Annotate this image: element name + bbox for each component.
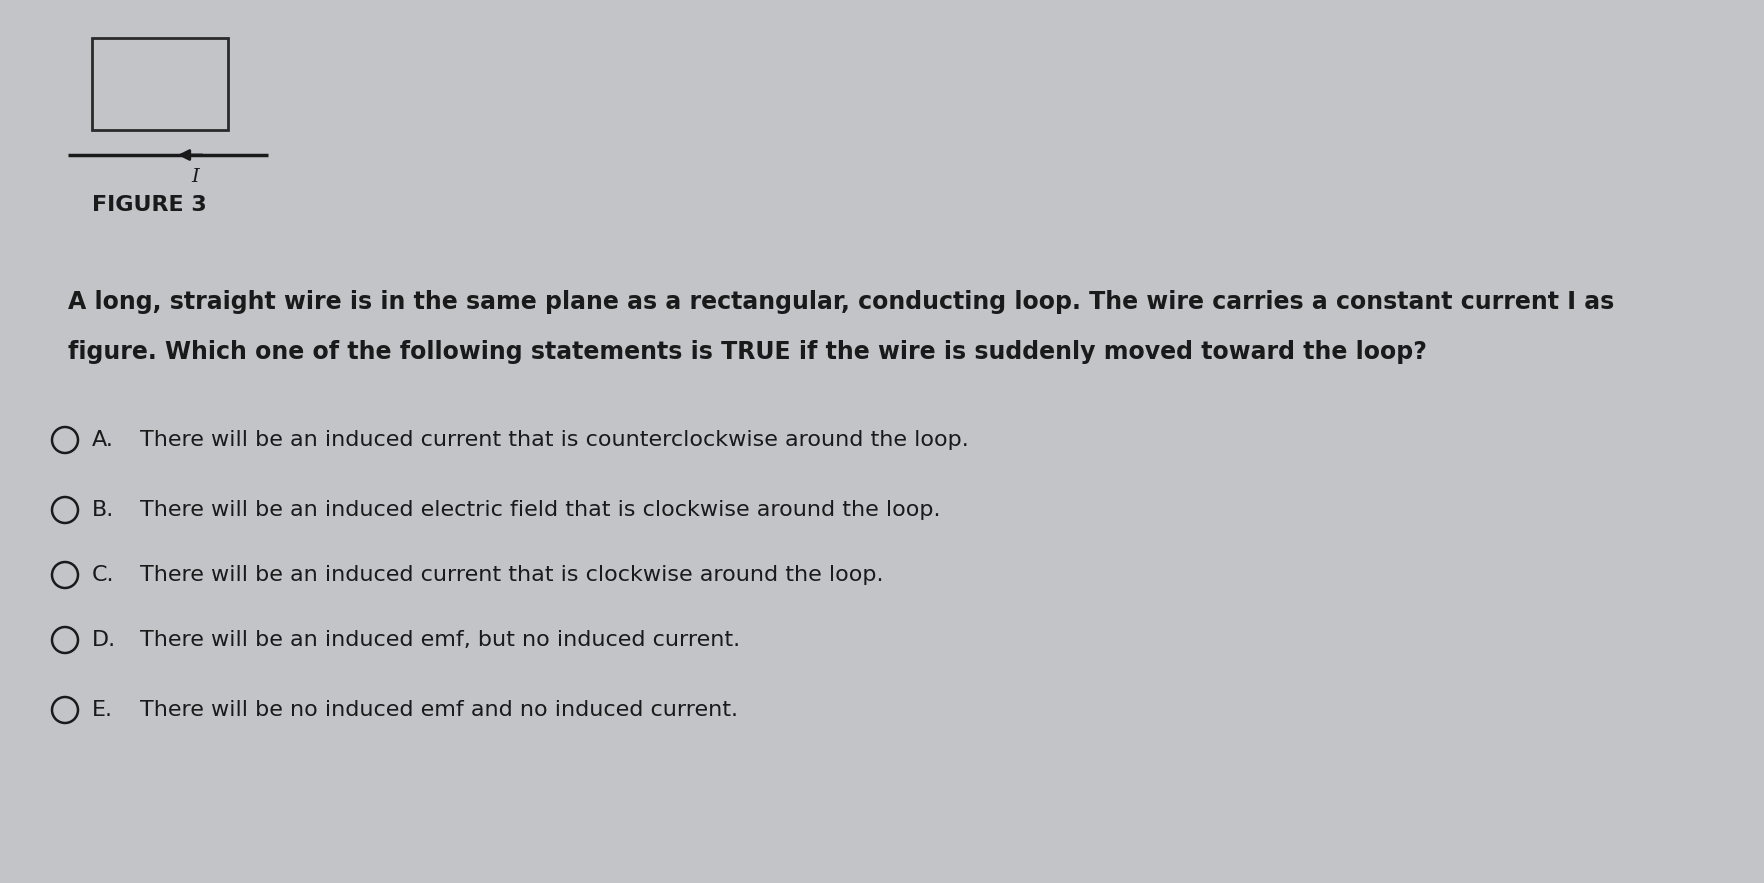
Text: A.: A. <box>92 430 115 450</box>
Text: There will be an induced current that is counterclockwise around the loop.: There will be an induced current that is… <box>139 430 968 450</box>
Text: There will be an induced current that is clockwise around the loop.: There will be an induced current that is… <box>139 565 884 585</box>
Text: I: I <box>191 168 199 186</box>
Text: There will be an induced electric field that is clockwise around the loop.: There will be an induced electric field … <box>139 500 940 520</box>
Text: FIGURE 3: FIGURE 3 <box>92 195 206 215</box>
Bar <box>92 38 228 130</box>
Text: figure. Which one of the following statements is TRUE if the wire is suddenly mo: figure. Which one of the following state… <box>69 340 1425 364</box>
Text: B.: B. <box>92 500 115 520</box>
Text: E.: E. <box>92 700 113 720</box>
Text: A long, straight wire is in the same plane as a rectangular, conducting loop. Th: A long, straight wire is in the same pla… <box>69 290 1614 314</box>
Text: There will be no induced emf and no induced current.: There will be no induced emf and no indu… <box>139 700 737 720</box>
Text: D.: D. <box>92 630 116 650</box>
Text: There will be an induced emf, but no induced current.: There will be an induced emf, but no ind… <box>139 630 739 650</box>
Text: C.: C. <box>92 565 115 585</box>
